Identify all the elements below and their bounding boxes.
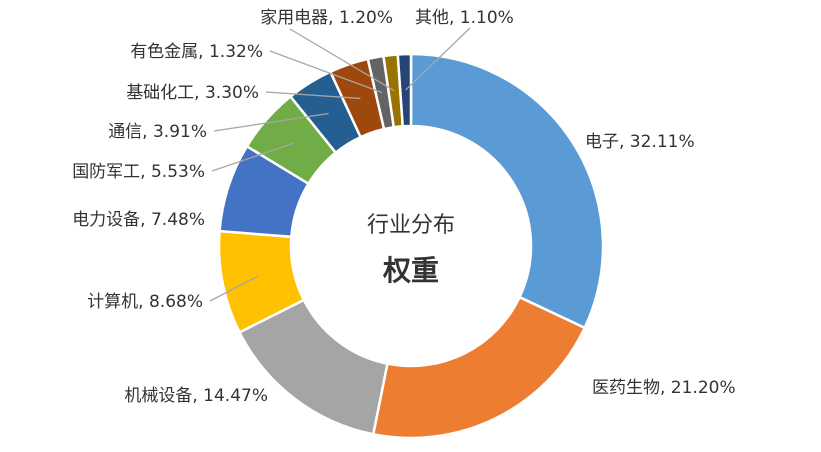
slice-labels-group: 电子, 32.11% 医药生物, 21.20% 机械设备, 14.47% 计算机, 8… xyxy=(72,8,735,406)
slice-label-3: 机械设备, 14.47% xyxy=(124,386,268,406)
slice-label-9: 有色金属, 1.32% xyxy=(130,42,263,62)
leader-line-4 xyxy=(209,275,259,302)
donut-slice-11 xyxy=(396,52,413,128)
donut-slice-1 xyxy=(409,52,605,330)
slice-label-2: 医药生物, 21.20% xyxy=(592,378,736,398)
center-text-line1: 行业分布 xyxy=(367,213,455,238)
slice-label-6: 国防军工, 5.53% xyxy=(72,162,205,182)
leader-line-6 xyxy=(211,142,294,172)
center-text-line2: 权重 xyxy=(382,254,439,287)
slice-label-11: 其他, 1.10% xyxy=(415,8,514,28)
slice-label-4: 计算机, 8.68% xyxy=(87,292,203,312)
slices-group xyxy=(217,52,605,440)
slice-label-10: 家用电器, 1.20% xyxy=(260,8,393,28)
slice-label-5: 电力设备, 7.48% xyxy=(72,210,205,230)
slice-label-7: 通信, 3.91% xyxy=(108,122,207,142)
leader-line-8 xyxy=(265,91,361,100)
leader-lines-group xyxy=(209,27,471,302)
slice-label-1: 电子, 32.11% xyxy=(585,132,695,152)
donut-slice-2 xyxy=(371,295,587,440)
leader-line-7 xyxy=(213,112,329,132)
leader-line-9 xyxy=(269,50,383,94)
leader-line-11 xyxy=(405,27,471,91)
slice-label-8: 基础化工, 3.30% xyxy=(126,83,259,103)
leader-line-10 xyxy=(289,28,395,92)
